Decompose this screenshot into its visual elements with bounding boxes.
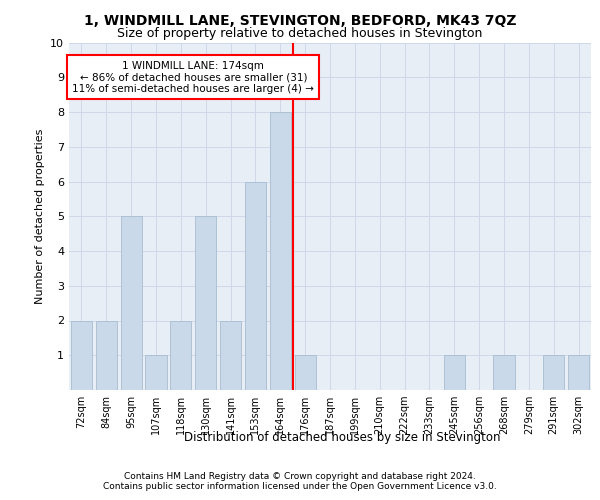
Bar — [195, 216, 216, 390]
Text: 1 WINDMILL LANE: 174sqm
← 86% of detached houses are smaller (31)
11% of semi-de: 1 WINDMILL LANE: 174sqm ← 86% of detache… — [73, 60, 314, 94]
Bar — [444, 355, 465, 390]
Text: Size of property relative to detached houses in Stevington: Size of property relative to detached ho… — [118, 28, 482, 40]
Text: Contains public sector information licensed under the Open Government Licence v3: Contains public sector information licen… — [103, 482, 497, 491]
Bar — [493, 355, 515, 390]
Bar — [568, 355, 589, 390]
Bar — [121, 216, 142, 390]
Bar — [170, 320, 191, 390]
Bar — [145, 355, 167, 390]
Bar — [96, 320, 117, 390]
Bar — [245, 182, 266, 390]
Bar — [543, 355, 564, 390]
Bar — [270, 112, 291, 390]
Text: Distribution of detached houses by size in Stevington: Distribution of detached houses by size … — [184, 431, 500, 444]
Bar — [220, 320, 241, 390]
Text: 1, WINDMILL LANE, STEVINGTON, BEDFORD, MK43 7QZ: 1, WINDMILL LANE, STEVINGTON, BEDFORD, M… — [84, 14, 516, 28]
Text: Contains HM Land Registry data © Crown copyright and database right 2024.: Contains HM Land Registry data © Crown c… — [124, 472, 476, 481]
Bar — [71, 320, 92, 390]
Y-axis label: Number of detached properties: Number of detached properties — [35, 128, 44, 304]
Bar — [295, 355, 316, 390]
